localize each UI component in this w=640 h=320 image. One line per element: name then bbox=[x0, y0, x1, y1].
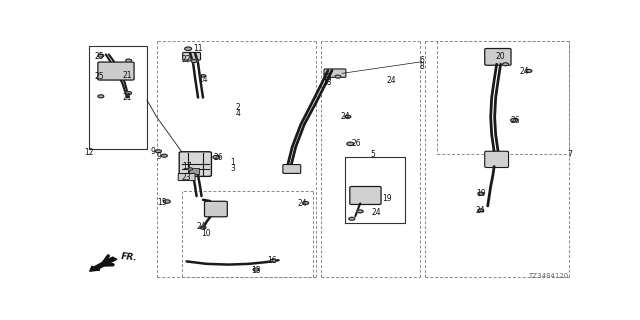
Text: 24: 24 bbox=[387, 76, 396, 85]
Text: 26: 26 bbox=[511, 116, 520, 125]
Text: 25: 25 bbox=[94, 52, 104, 61]
Circle shape bbox=[511, 118, 518, 122]
Text: 24: 24 bbox=[519, 67, 529, 76]
Circle shape bbox=[98, 54, 104, 57]
Text: 8: 8 bbox=[420, 62, 424, 71]
FancyBboxPatch shape bbox=[484, 49, 511, 65]
Text: 21: 21 bbox=[122, 71, 132, 80]
Circle shape bbox=[98, 95, 104, 98]
Text: 26: 26 bbox=[352, 139, 362, 148]
Bar bbox=[189, 168, 199, 174]
Circle shape bbox=[200, 75, 205, 77]
Circle shape bbox=[253, 268, 259, 271]
Text: 1: 1 bbox=[230, 158, 235, 167]
Circle shape bbox=[345, 115, 351, 118]
FancyBboxPatch shape bbox=[205, 201, 227, 217]
Circle shape bbox=[200, 226, 206, 229]
Text: 5: 5 bbox=[370, 150, 375, 159]
Text: 13: 13 bbox=[252, 266, 261, 275]
Text: 24: 24 bbox=[196, 222, 206, 231]
Text: 9: 9 bbox=[157, 152, 162, 161]
FancyBboxPatch shape bbox=[98, 62, 134, 80]
Text: 22: 22 bbox=[182, 55, 191, 64]
Text: 16: 16 bbox=[268, 256, 277, 265]
FancyBboxPatch shape bbox=[179, 152, 211, 176]
Circle shape bbox=[502, 63, 509, 66]
Circle shape bbox=[188, 168, 193, 170]
Text: 23: 23 bbox=[182, 173, 191, 182]
Text: 24: 24 bbox=[298, 199, 307, 208]
Text: 9: 9 bbox=[151, 147, 156, 156]
Text: 20: 20 bbox=[496, 52, 506, 61]
FancyBboxPatch shape bbox=[484, 151, 509, 167]
Text: 10: 10 bbox=[202, 228, 211, 237]
Circle shape bbox=[349, 217, 355, 220]
FancyBboxPatch shape bbox=[182, 52, 200, 60]
Text: 24: 24 bbox=[340, 111, 350, 121]
Text: 3: 3 bbox=[230, 164, 236, 173]
Text: 15: 15 bbox=[157, 198, 166, 207]
Circle shape bbox=[526, 69, 532, 72]
Circle shape bbox=[357, 210, 364, 213]
Text: 14: 14 bbox=[198, 75, 208, 84]
Circle shape bbox=[478, 192, 484, 195]
Text: 26: 26 bbox=[213, 153, 223, 163]
Text: 21: 21 bbox=[122, 93, 132, 102]
Circle shape bbox=[478, 209, 484, 212]
Text: 19: 19 bbox=[381, 194, 391, 203]
Circle shape bbox=[271, 259, 276, 262]
Circle shape bbox=[161, 154, 167, 157]
Text: 18: 18 bbox=[323, 73, 332, 82]
Text: 2: 2 bbox=[236, 103, 240, 112]
FancyArrow shape bbox=[90, 257, 117, 271]
Text: 4: 4 bbox=[236, 109, 240, 118]
Circle shape bbox=[156, 150, 161, 153]
Text: 19: 19 bbox=[476, 189, 486, 198]
Text: 17: 17 bbox=[182, 162, 191, 171]
Circle shape bbox=[125, 92, 132, 95]
Text: 18: 18 bbox=[323, 78, 332, 87]
Circle shape bbox=[335, 75, 341, 78]
Text: TZ3484120: TZ3484120 bbox=[528, 273, 568, 279]
FancyBboxPatch shape bbox=[350, 187, 381, 204]
Text: 6: 6 bbox=[420, 56, 425, 65]
Circle shape bbox=[347, 142, 354, 146]
Circle shape bbox=[125, 59, 132, 62]
Text: FR.: FR. bbox=[121, 252, 138, 262]
Text: 11: 11 bbox=[193, 44, 203, 53]
FancyBboxPatch shape bbox=[283, 164, 301, 173]
Circle shape bbox=[213, 156, 220, 159]
Text: 12: 12 bbox=[84, 148, 93, 157]
Circle shape bbox=[185, 47, 191, 51]
Circle shape bbox=[303, 202, 308, 204]
Circle shape bbox=[191, 60, 197, 62]
Text: 24: 24 bbox=[372, 208, 381, 217]
FancyBboxPatch shape bbox=[178, 173, 195, 180]
Text: 25: 25 bbox=[94, 72, 104, 81]
Text: 24: 24 bbox=[476, 206, 486, 215]
Text: 7: 7 bbox=[568, 150, 573, 159]
FancyBboxPatch shape bbox=[324, 69, 346, 77]
Circle shape bbox=[163, 200, 170, 203]
